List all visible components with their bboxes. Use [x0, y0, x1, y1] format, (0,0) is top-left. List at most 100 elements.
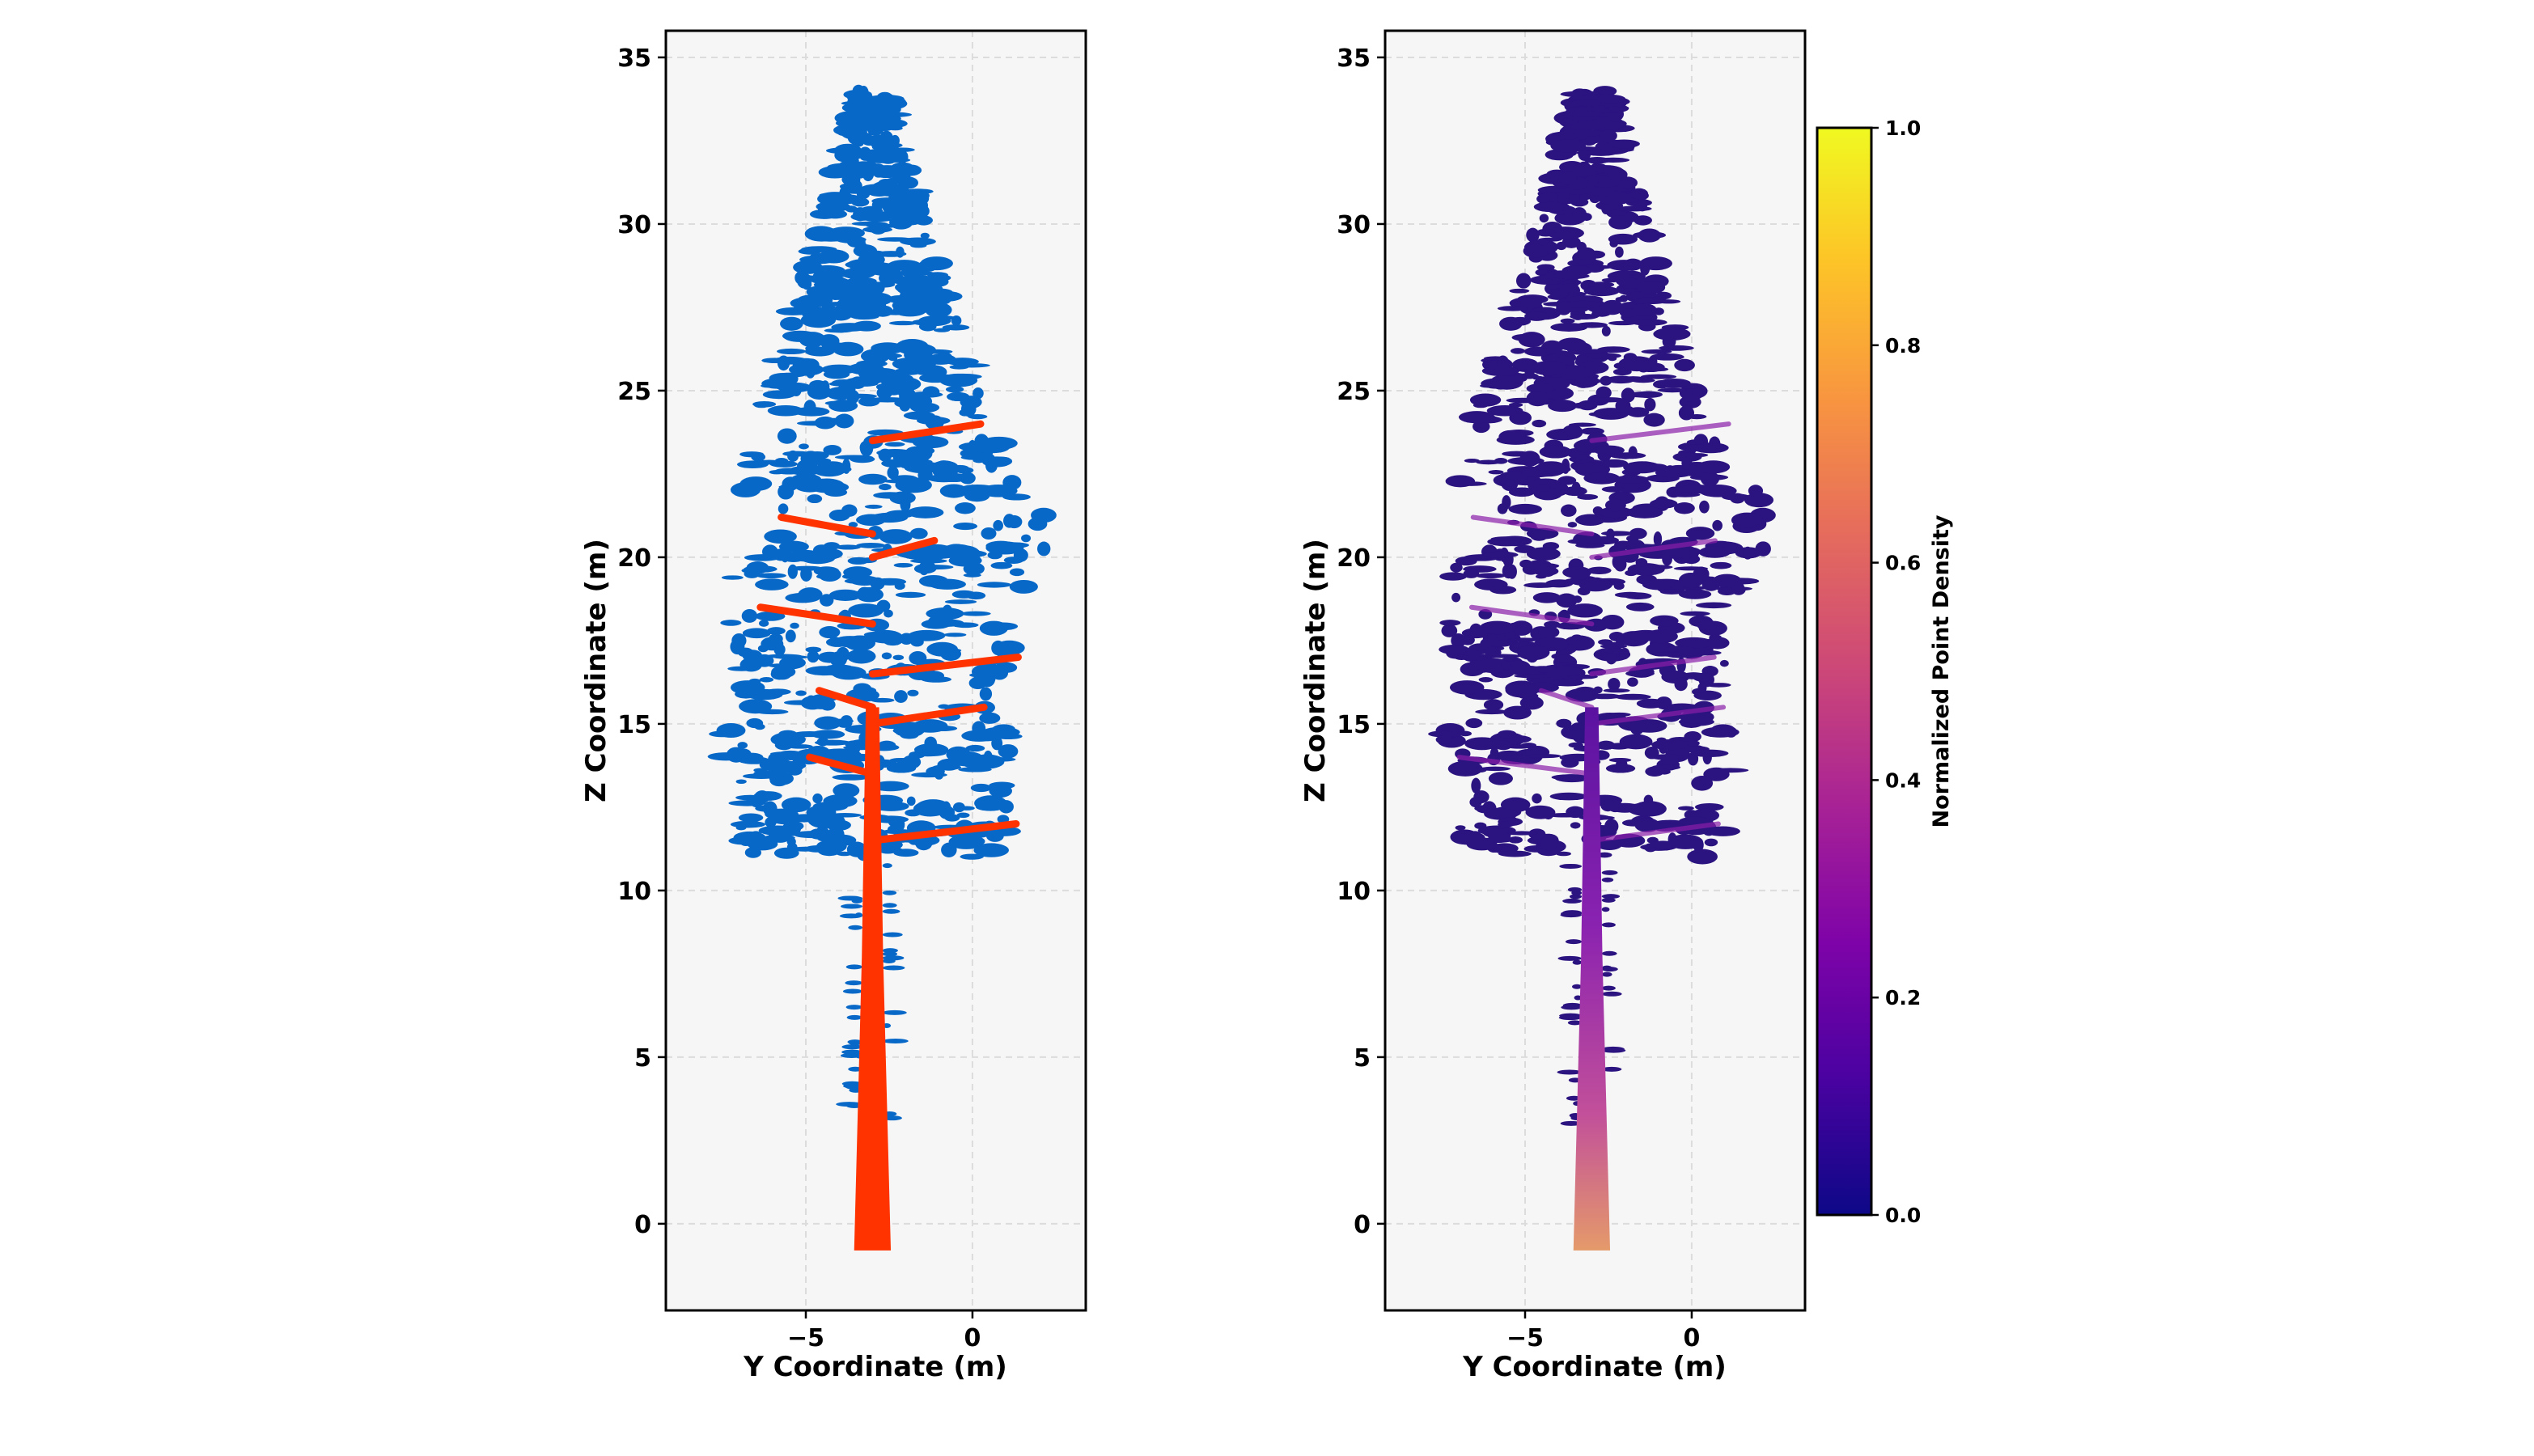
foliage-point [856, 543, 886, 548]
foliage-point [981, 726, 1020, 738]
foliage-point [839, 149, 858, 157]
foliage-point [841, 172, 861, 186]
foliage-point [846, 1014, 863, 1020]
foliage-point [1678, 806, 1694, 811]
foliage-point [1695, 602, 1732, 609]
foliage-point [1568, 422, 1596, 427]
foliage-point [1556, 241, 1567, 251]
foliage-point [1506, 397, 1540, 404]
branch-point [1538, 688, 1595, 710]
foliage-point [1569, 894, 1583, 899]
foliage-point [1567, 539, 1591, 544]
foliage-point [1608, 677, 1621, 691]
foliage-point [1548, 400, 1578, 413]
foliage-point [1712, 574, 1742, 588]
foliage-point [1557, 1069, 1583, 1075]
y-axis-label: Z Coordinate (m) [580, 539, 612, 802]
foliage-point [981, 527, 997, 540]
foliage-point [1565, 939, 1583, 945]
foliage-point [738, 756, 770, 764]
foliage-point [968, 414, 988, 420]
foliage-point [1577, 454, 1591, 461]
foliage-point [760, 383, 779, 388]
foliage-point [827, 226, 865, 240]
foliage-point [1486, 404, 1523, 417]
foliage-point [948, 834, 984, 849]
foliage-point [1703, 767, 1730, 781]
foliage-point [1498, 471, 1528, 486]
foliage-point [821, 833, 840, 845]
foliage-point [1525, 805, 1556, 819]
foliage-point [893, 562, 913, 568]
foliage-point [837, 895, 863, 901]
foliage-point [1600, 531, 1634, 536]
foliage-point [1710, 561, 1732, 569]
foliage-point [1505, 479, 1515, 487]
foliage-point [882, 1039, 909, 1044]
foliage-point [892, 654, 905, 661]
foliage-point [838, 132, 874, 137]
foliage-point [1574, 91, 1601, 95]
foliage-point [756, 709, 789, 715]
foliage-point [1533, 201, 1565, 213]
foliage-point [1619, 734, 1653, 750]
foliage-point [1626, 506, 1663, 518]
foliage-point [898, 270, 935, 277]
foliage-point [1459, 730, 1473, 737]
foliage-point [841, 1049, 863, 1055]
foliage-point [1755, 541, 1771, 557]
foliage-point [1627, 563, 1665, 576]
foliage-point [1662, 552, 1672, 566]
foliage-point [1544, 620, 1561, 629]
foliage-point [901, 387, 916, 403]
colorbar-tick-label: 0.6 [1885, 552, 1921, 575]
foliage-point [1028, 517, 1048, 531]
foliage-point [887, 466, 899, 480]
foliage-point [798, 587, 823, 602]
branch-point [1589, 538, 1718, 560]
foliage-point [807, 494, 823, 504]
foliage-point [1451, 592, 1461, 603]
foliage-point [1565, 688, 1599, 702]
foliage-point [765, 808, 799, 820]
foliage-point [983, 750, 993, 764]
foliage-point [1537, 269, 1549, 275]
x-tick-label: −5 [1506, 1324, 1544, 1352]
trunk-points [854, 707, 892, 1251]
foliage-point [1667, 832, 1677, 847]
foliage-point [1629, 527, 1647, 540]
foliage-point [818, 249, 850, 264]
foliage-point [707, 752, 745, 761]
foliage-point [1584, 157, 1610, 164]
foliage-point [841, 101, 867, 106]
foliage-point [1628, 391, 1663, 398]
foliage-point [898, 176, 919, 189]
foliage-point [790, 622, 799, 629]
foliage-point [1569, 569, 1591, 580]
foliage-point [1648, 355, 1658, 367]
foliage-point [909, 391, 943, 398]
foliage-point [1612, 368, 1632, 376]
foliage-point [1574, 106, 1588, 117]
foliage-point [946, 746, 971, 763]
foliage-point [1684, 739, 1700, 747]
foliage-point [987, 456, 1012, 466]
foliage-point [880, 375, 893, 386]
foliage-point [1510, 348, 1526, 354]
foliage-point [854, 121, 875, 131]
foliage-point [1463, 569, 1480, 578]
foliage-point [1608, 233, 1638, 245]
foliage-point [1557, 476, 1577, 485]
foliage-point [870, 697, 895, 703]
foliage-point [826, 387, 855, 400]
foliage-point [1629, 188, 1649, 200]
foliage-point [805, 646, 822, 653]
foliage-point [845, 1005, 863, 1010]
foliage-point [892, 726, 915, 734]
foliage-point [1505, 660, 1531, 675]
foliage-point [738, 813, 764, 823]
foliage-point [758, 620, 769, 627]
foliage-point [763, 551, 799, 558]
branch-point [1470, 514, 1595, 537]
foliage-point [1515, 273, 1532, 289]
